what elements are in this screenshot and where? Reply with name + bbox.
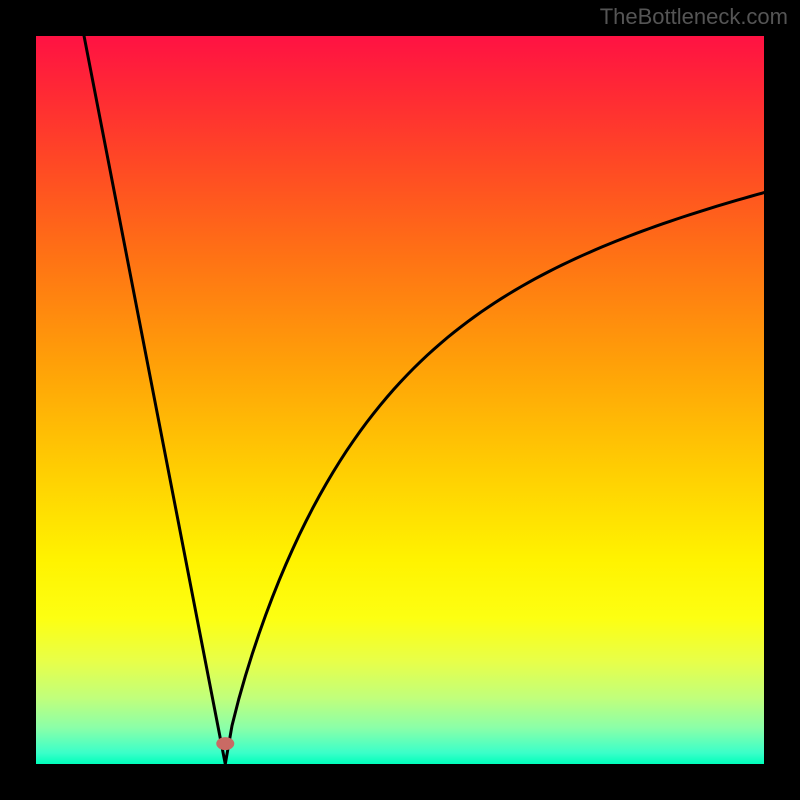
plot-area xyxy=(36,36,764,764)
gradient-background xyxy=(36,36,764,764)
minimum-marker xyxy=(216,737,234,750)
plot-svg xyxy=(36,36,764,764)
watermark-text: TheBottleneck.com xyxy=(600,4,788,30)
chart-frame: TheBottleneck.com xyxy=(0,0,800,800)
